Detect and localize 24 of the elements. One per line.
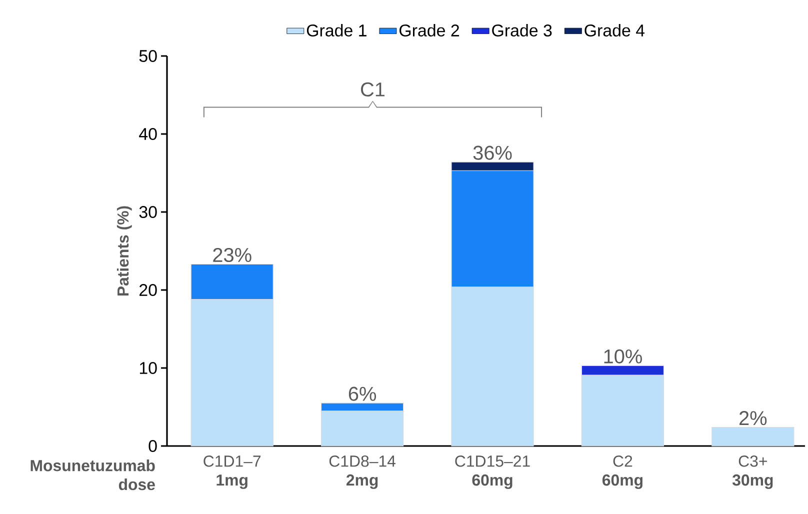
annotation: C1 (361, 82, 384, 96)
total-label: 10% (604, 349, 642, 364)
y-tick-label: 10 (140, 362, 157, 374)
total-label: 23% (213, 248, 252, 262)
y-tick-label: 40 (139, 128, 157, 140)
y-tick-label: 20 (140, 284, 157, 296)
bar (712, 426, 794, 446)
y-tick-label: 0 (148, 440, 157, 452)
x-tick-label: C1D15–21 60mg (455, 456, 530, 489)
total-label: 36% (473, 146, 512, 160)
legend-label: Grade 2 (400, 24, 459, 36)
legend-label: Grade 1 (306, 24, 366, 36)
y-axis-title: Patients (%) (116, 206, 132, 296)
total-label: 6% (348, 386, 376, 401)
y-tick-label: 30 (139, 206, 157, 218)
x-tick-label: C1D1–7 1mg (204, 456, 261, 489)
x-axis-title: Mosunetuzumab dose (30, 460, 155, 490)
legend-label: Grade 3 (492, 24, 552, 36)
x-tick-label: C1D8–14 2mg (329, 456, 396, 489)
y-tick-label: 50 (139, 50, 157, 62)
x-tick-label: C3+ 30mg (732, 456, 773, 489)
total-label: 2% (740, 411, 767, 426)
legend-label: Grade 4 (584, 24, 645, 36)
x-tick-label: C2 60mg (602, 456, 642, 489)
